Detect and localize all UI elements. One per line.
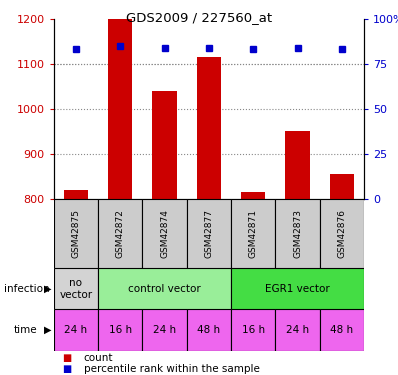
Bar — [142, 199, 187, 268]
Text: ▶: ▶ — [44, 325, 51, 335]
Bar — [231, 309, 275, 351]
Text: 48 h: 48 h — [197, 325, 220, 335]
Text: ▶: ▶ — [44, 284, 51, 294]
Text: 24 h: 24 h — [286, 325, 309, 335]
Text: GSM42876: GSM42876 — [338, 209, 347, 258]
Text: infection: infection — [4, 284, 50, 294]
Text: count: count — [84, 353, 113, 363]
Text: 48 h: 48 h — [330, 325, 353, 335]
Text: time: time — [14, 325, 37, 335]
Bar — [231, 268, 364, 309]
Bar — [330, 174, 354, 199]
Bar — [108, 19, 133, 199]
Bar — [187, 309, 231, 351]
Bar — [54, 268, 98, 309]
Bar — [98, 199, 142, 268]
Bar — [241, 192, 265, 199]
Bar — [285, 131, 310, 199]
Bar — [152, 91, 177, 199]
Text: GSM42874: GSM42874 — [160, 209, 169, 258]
Text: GDS2009 / 227560_at: GDS2009 / 227560_at — [126, 11, 272, 24]
Bar — [142, 309, 187, 351]
Bar — [231, 199, 275, 268]
Text: no
vector: no vector — [59, 278, 92, 300]
Text: GSM42871: GSM42871 — [249, 209, 258, 258]
Bar — [54, 309, 98, 351]
Bar — [187, 199, 231, 268]
Bar — [54, 199, 98, 268]
Bar — [197, 57, 221, 199]
Text: EGR1 vector: EGR1 vector — [265, 284, 330, 294]
Text: 24 h: 24 h — [64, 325, 88, 335]
Bar — [320, 199, 364, 268]
Text: 16 h: 16 h — [109, 325, 132, 335]
Text: 16 h: 16 h — [242, 325, 265, 335]
Text: 24 h: 24 h — [153, 325, 176, 335]
Bar — [275, 309, 320, 351]
Text: ■: ■ — [62, 353, 71, 363]
Text: GSM42877: GSM42877 — [205, 209, 213, 258]
Bar — [98, 309, 142, 351]
Bar — [98, 268, 231, 309]
Text: GSM42872: GSM42872 — [116, 209, 125, 258]
Text: control vector: control vector — [128, 284, 201, 294]
Bar — [275, 199, 320, 268]
Bar — [64, 190, 88, 199]
Bar — [320, 309, 364, 351]
Text: ■: ■ — [62, 364, 71, 374]
Text: GSM42875: GSM42875 — [71, 209, 80, 258]
Text: percentile rank within the sample: percentile rank within the sample — [84, 364, 259, 374]
Text: GSM42873: GSM42873 — [293, 209, 302, 258]
